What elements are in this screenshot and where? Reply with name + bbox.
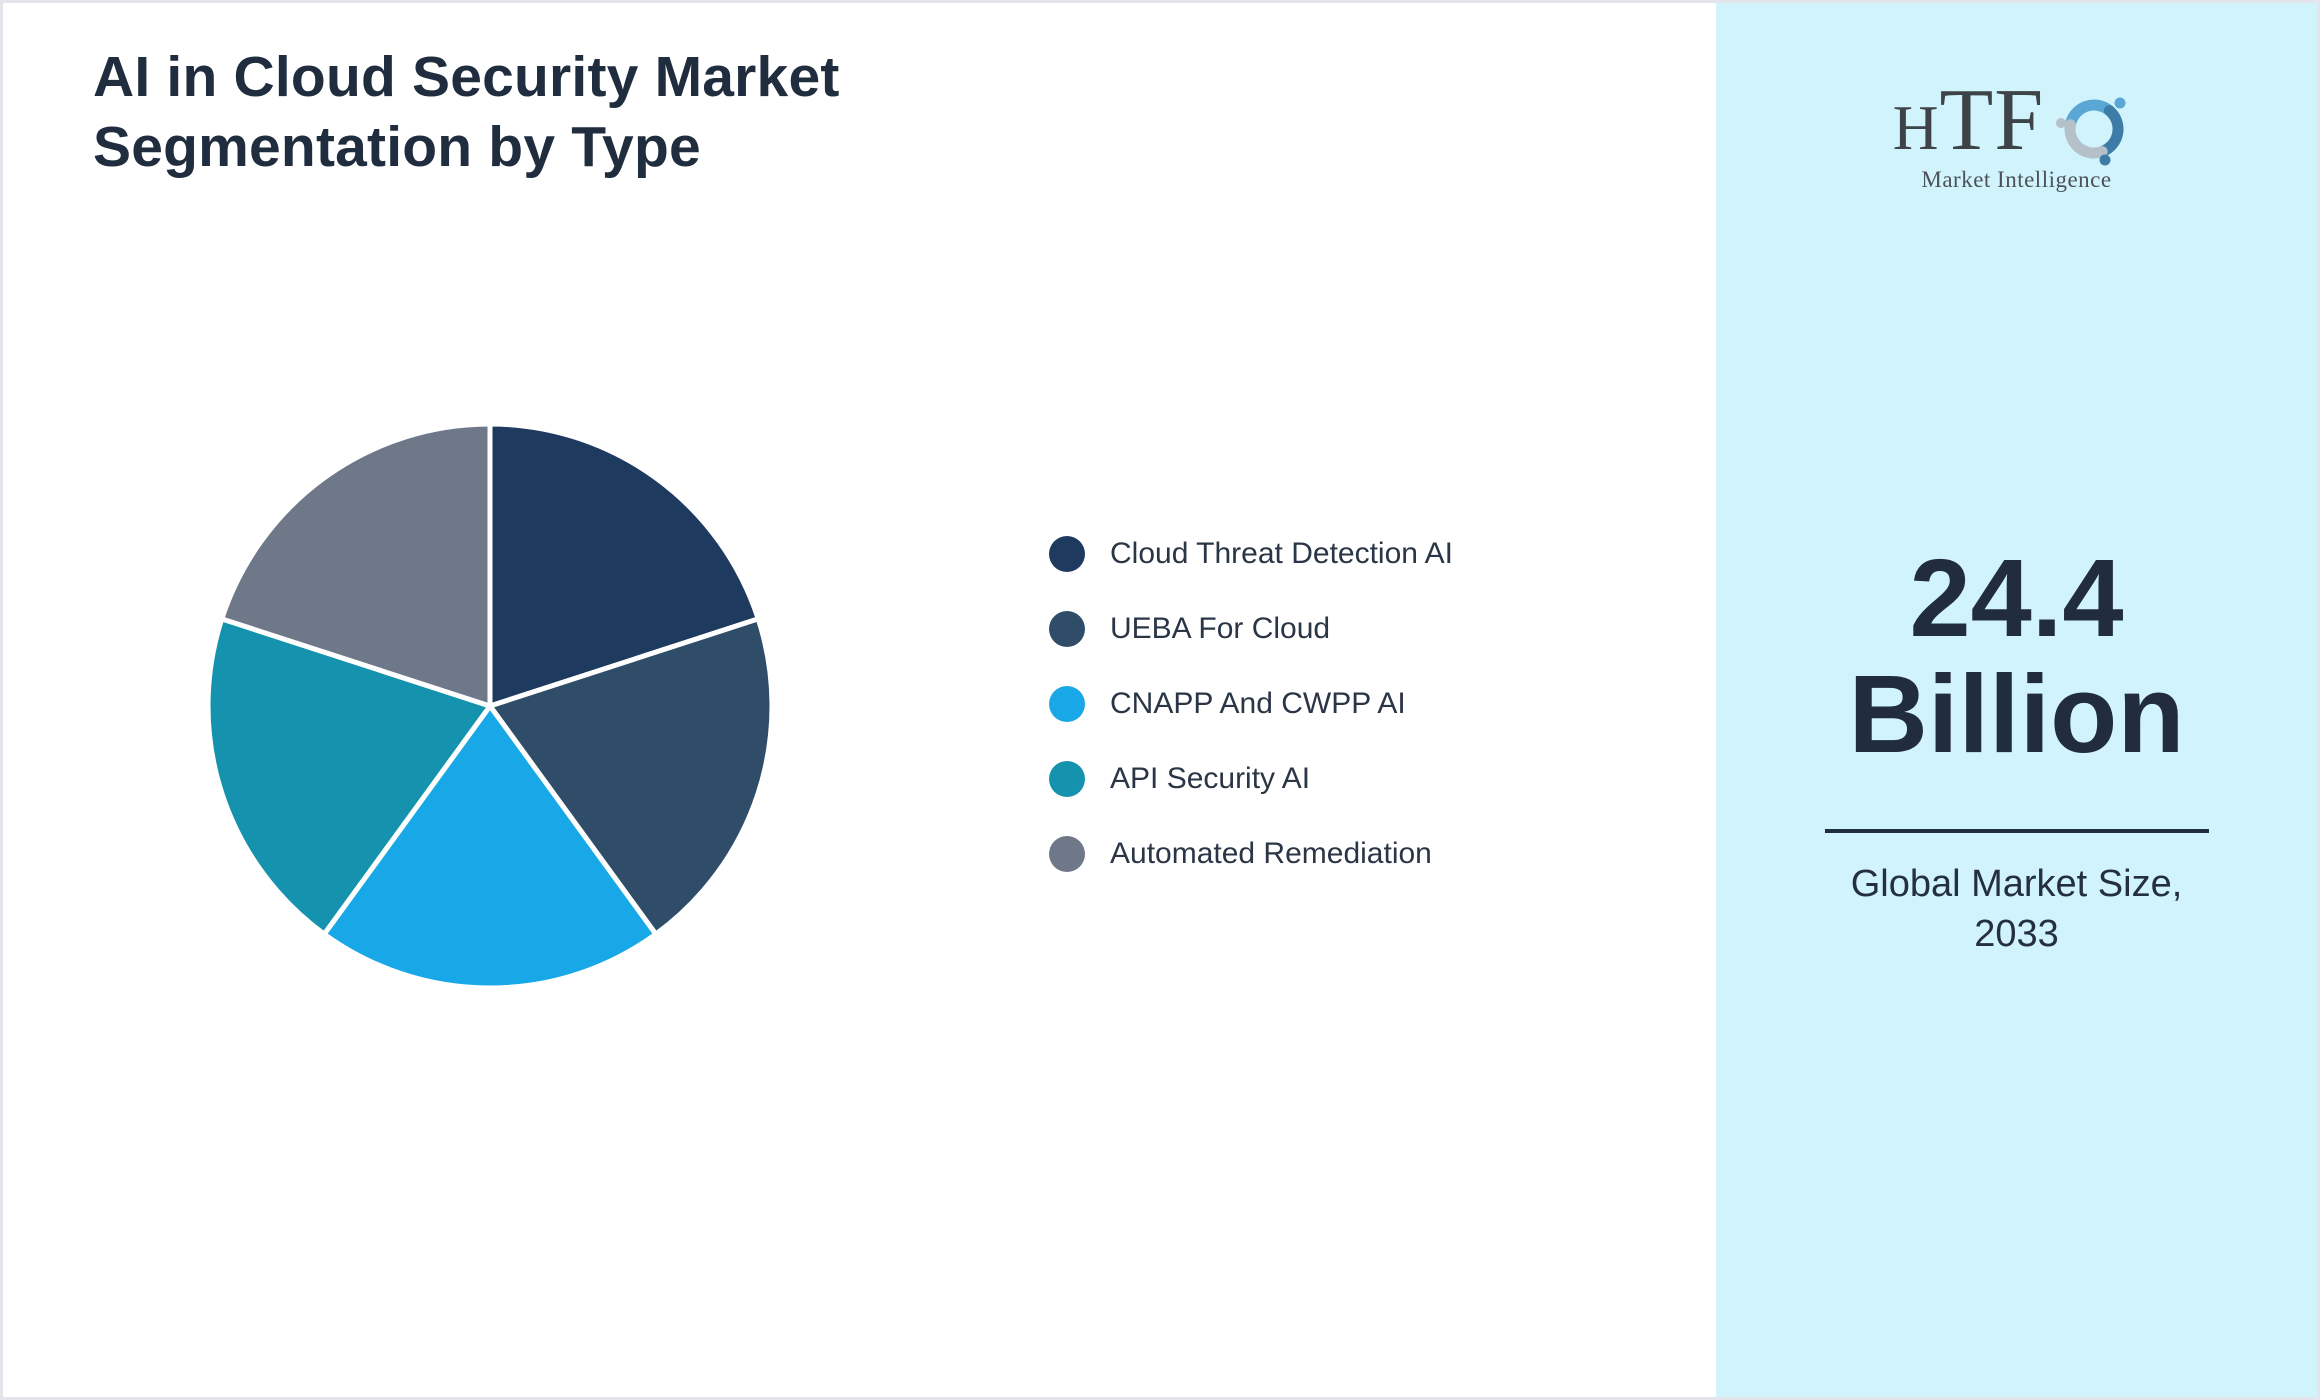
- pie-slice-4: [219, 421, 493, 709]
- legend-swatch-icon: [1049, 611, 1085, 647]
- chart-area: AI in Cloud Security Market Segmentation…: [3, 3, 1716, 1397]
- legend-item: CNAPP And CWPP AI: [1049, 686, 1453, 722]
- pie-slice-1: [487, 616, 775, 937]
- legend-swatch-icon: [1049, 536, 1085, 572]
- logo-subtext: Market Intelligence: [1921, 166, 2112, 192]
- pie-slice-2: [321, 703, 659, 991]
- legend-label: Automated Remediation: [1110, 837, 1432, 870]
- legend-swatch-icon: [1049, 686, 1085, 722]
- pie-chart: [205, 421, 775, 991]
- market-size-caption: Global Market Size, 2033: [1850, 863, 2183, 956]
- legend-label: Cloud Threat Detection AI: [1110, 537, 1453, 570]
- market-size-value: 24.4 Billion: [1716, 541, 2317, 772]
- market-size-panel: HTF Market Intelligence 24.4 Billion Glo…: [1716, 3, 2317, 1397]
- pie-slice-3: [205, 616, 493, 937]
- logo-swirl-icon: [2056, 97, 2126, 166]
- legend-item: UEBA For Cloud: [1049, 611, 1453, 647]
- logo-text: HTF: [1892, 72, 2045, 169]
- divider: [1824, 829, 2209, 833]
- legend-swatch-icon: [1049, 836, 1085, 872]
- legend-item: Automated Remediation: [1049, 836, 1453, 872]
- legend-label: UEBA For Cloud: [1110, 612, 1331, 645]
- legend: Cloud Threat Detection AI UEBA For Cloud…: [1049, 536, 1453, 911]
- market-size-value-number: 24.4: [1909, 537, 2124, 660]
- legend-label: CNAPP And CWPP AI: [1110, 687, 1406, 720]
- legend-swatch-icon: [1049, 761, 1085, 797]
- legend-label: API Security AI: [1110, 762, 1311, 795]
- legend-item: API Security AI: [1049, 761, 1453, 797]
- legend-item: Cloud Threat Detection AI: [1049, 536, 1453, 572]
- brand-logo: HTF Market Intelligence: [1716, 72, 2317, 193]
- pie-slice-0: [487, 421, 761, 709]
- market-size-value-unit: Billion: [1848, 652, 2185, 776]
- page-title: AI in Cloud Security Market Segmentation…: [93, 45, 840, 179]
- pie-chart-container: [190, 406, 790, 1006]
